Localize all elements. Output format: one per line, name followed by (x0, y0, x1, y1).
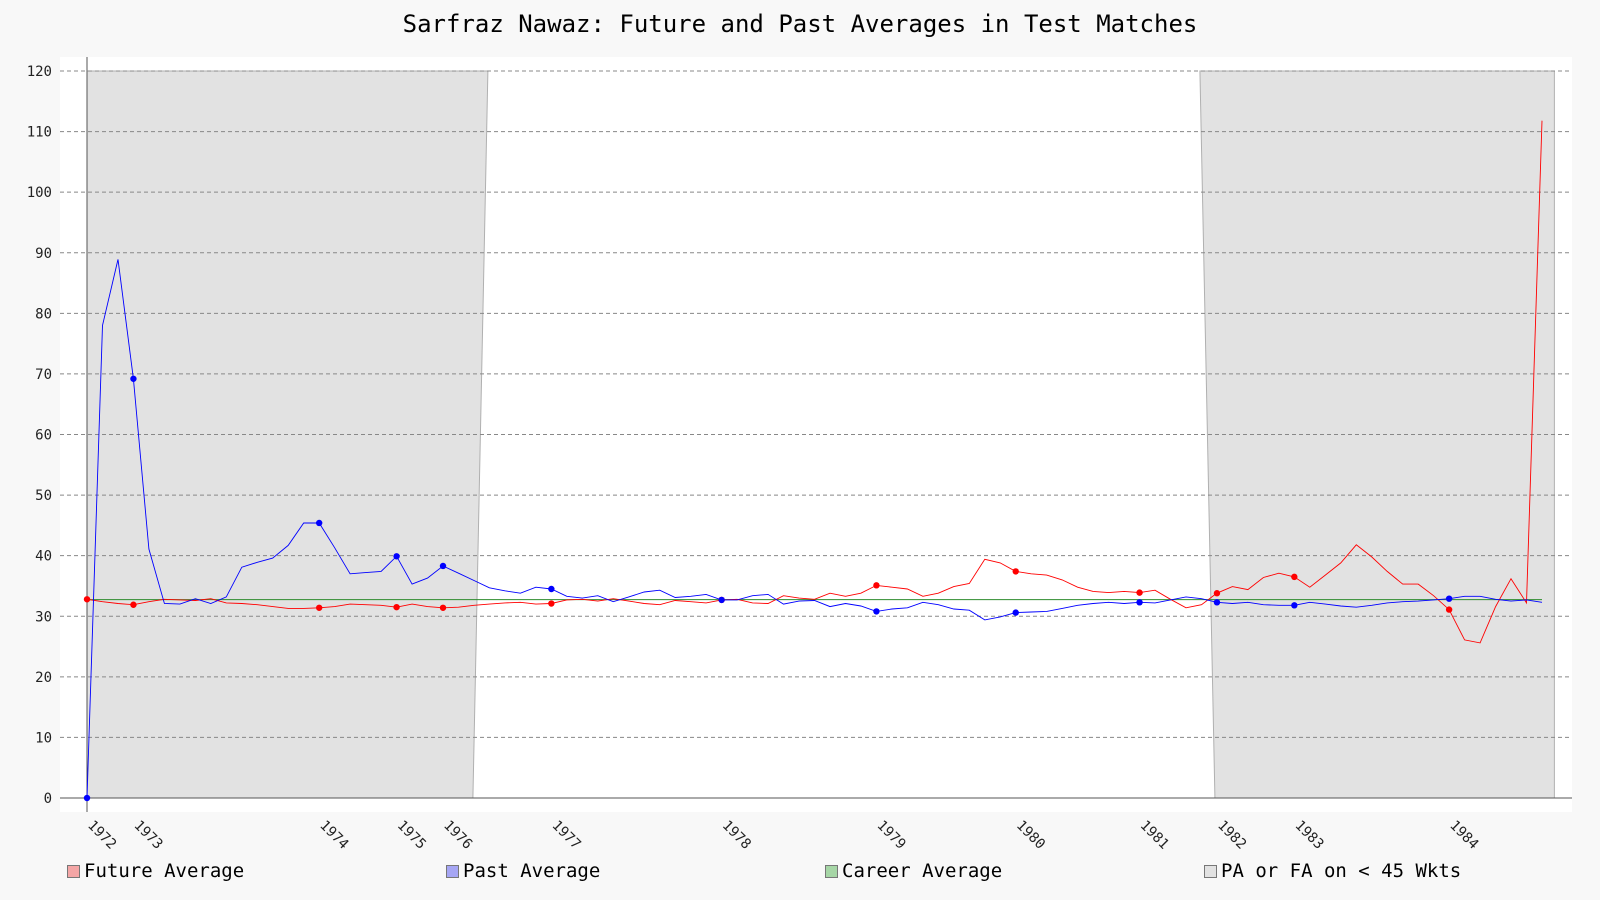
future-average-point (439, 604, 447, 611)
y-tick-label: 100 (27, 185, 52, 201)
future-average-point (315, 604, 323, 611)
past-average-point (1136, 599, 1143, 606)
x-tick-label: 1984 (1446, 818, 1481, 853)
past-average-point (439, 562, 447, 570)
y-tick-label: 50 (35, 488, 52, 504)
future-average-point (1136, 589, 1143, 596)
future-average-line (86, 120, 1543, 644)
legend-item: Future Average (67, 860, 244, 882)
legend-item: Past Average (446, 860, 600, 882)
future-average-point (130, 601, 137, 608)
y-tick-label: 60 (35, 428, 52, 444)
y-tick-label: 0 (44, 791, 52, 807)
y-tick-label: 10 (35, 730, 52, 746)
y-tick-label: 110 (27, 125, 52, 141)
x-tick-label: 1978 (719, 818, 754, 853)
y-tick-label: 70 (35, 367, 52, 383)
past-average-point (1213, 599, 1221, 606)
x-tick-label: 1972 (84, 818, 119, 853)
legend-label: Future Average (84, 860, 245, 882)
future-average-point (393, 603, 400, 611)
past-average-point (718, 596, 725, 604)
future-average-point (873, 582, 880, 589)
future-average-point (1445, 606, 1453, 613)
x-tick-label: 1976 (440, 818, 475, 853)
x-tick-label: 1983 (1292, 818, 1327, 853)
legend-item: Career Average (825, 860, 1002, 882)
legend-label: PA or FA on < 45 Wkts (1221, 860, 1462, 882)
legend-item: PA or FA on < 45 Wkts (1204, 860, 1461, 882)
x-tick-label: 1982 (1214, 818, 1249, 853)
y-tick-label: 30 (35, 609, 52, 625)
x-tick-label: 1975 (394, 818, 429, 853)
future-average-point (1291, 573, 1298, 581)
legend: Future Average Past Average Career Average… (0, 860, 1600, 886)
future-average-point (548, 600, 555, 607)
y-tick-label: 90 (35, 246, 52, 262)
legend-label: Career Average (842, 860, 1003, 882)
y-tick-label: 80 (35, 306, 52, 322)
past-average-point (1012, 609, 1019, 616)
x-tick-label: 1981 (1137, 818, 1172, 853)
past-average-point (315, 519, 323, 527)
past-average-line (86, 259, 1543, 799)
x-tick-label: 1979 (874, 818, 909, 853)
legend-label: Past Average (463, 860, 601, 882)
past-average-point (873, 608, 880, 615)
legend-swatch (825, 864, 838, 878)
y-tick-label: 120 (27, 64, 52, 80)
y-tick-label: 40 (35, 549, 52, 565)
future-average-point (1213, 590, 1221, 597)
chart-plot: 0 10 20 30 40 50 60 70 80 90 100 110 120 1972 1973 1974… (27, 57, 1572, 853)
past-average-point (548, 585, 555, 593)
x-tick-label: 1973 (131, 818, 166, 853)
past-average-point (393, 553, 400, 560)
past-average-point (1445, 595, 1453, 602)
x-tick-label: 1974 (316, 818, 351, 853)
legend-swatch (67, 864, 80, 878)
past-average-point (1291, 602, 1298, 609)
legend-swatch (446, 864, 459, 878)
y-tick-label: 20 (35, 670, 52, 686)
past-average-point (83, 794, 91, 802)
past-average-point (130, 375, 137, 382)
x-tick-label: 1977 (549, 818, 584, 853)
x-tick-label: 1980 (1013, 818, 1048, 853)
future-average-point (83, 596, 91, 603)
legend-swatch (1204, 864, 1217, 878)
chart-title: Sarfraz Nawaz: Future and Past Averages … (402, 10, 1198, 38)
future-average-point (1012, 568, 1019, 575)
